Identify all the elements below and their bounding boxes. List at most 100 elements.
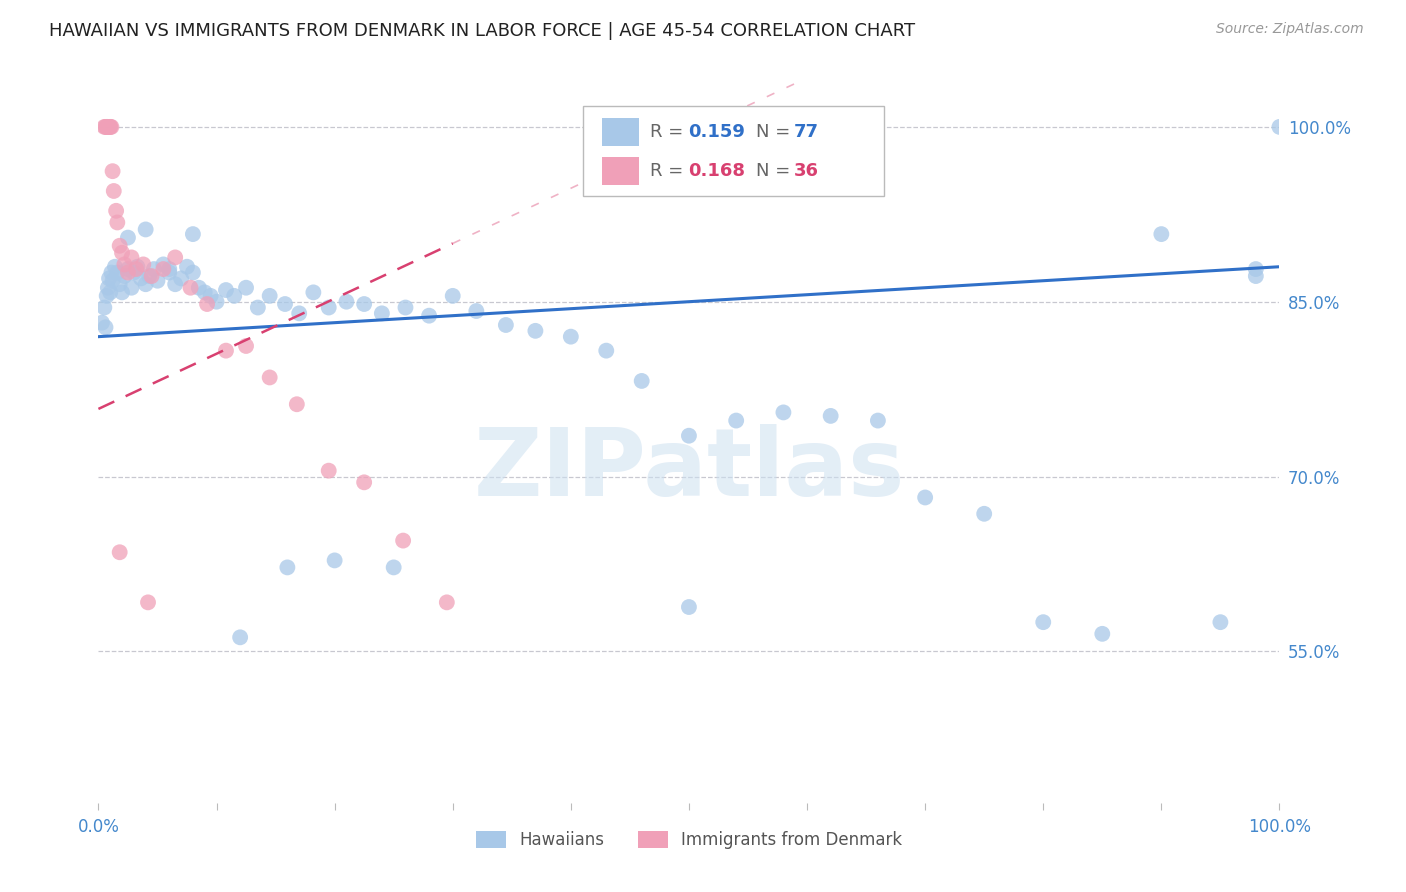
Text: 36: 36 <box>794 162 820 180</box>
Point <box>98 285 121 300</box>
Point <box>135 277 157 292</box>
Point <box>318 301 340 315</box>
Point <box>194 285 217 300</box>
Point <box>678 428 700 442</box>
Point <box>165 277 187 292</box>
Point <box>132 257 155 271</box>
Point <box>100 266 122 280</box>
Point <box>394 301 416 315</box>
Point <box>101 164 124 178</box>
Point <box>288 306 311 320</box>
Point <box>285 397 308 411</box>
Point <box>1268 120 1291 134</box>
Point <box>302 285 325 300</box>
Point <box>108 545 131 559</box>
Point <box>165 251 187 265</box>
Point <box>1150 227 1173 241</box>
Point <box>630 374 652 388</box>
Point <box>215 283 238 297</box>
Point <box>678 600 700 615</box>
FancyBboxPatch shape <box>602 118 640 145</box>
Point <box>1244 268 1267 283</box>
Point <box>157 266 180 280</box>
Point <box>117 230 139 244</box>
Point <box>215 343 238 358</box>
Point <box>101 274 124 288</box>
Text: 0.168: 0.168 <box>688 162 745 180</box>
Point <box>105 203 128 218</box>
Point <box>97 120 120 134</box>
Point <box>180 281 202 295</box>
Point <box>117 262 139 277</box>
Point <box>112 268 135 283</box>
Point <box>97 281 120 295</box>
Text: ZIPatlas: ZIPatlas <box>474 425 904 516</box>
Point <box>98 120 121 134</box>
Point <box>121 281 143 295</box>
FancyBboxPatch shape <box>582 105 884 196</box>
Point <box>235 281 257 295</box>
Point <box>121 251 143 265</box>
Point <box>122 266 145 280</box>
Point <box>235 339 257 353</box>
Point <box>170 271 193 285</box>
Point <box>111 245 134 260</box>
Text: 77: 77 <box>794 123 820 141</box>
Point <box>141 268 163 283</box>
Point <box>100 120 122 134</box>
Point <box>96 289 118 303</box>
Text: 0.159: 0.159 <box>688 123 745 141</box>
Point <box>246 301 269 315</box>
Point <box>93 120 115 134</box>
Point <box>94 120 117 134</box>
Point <box>181 266 204 280</box>
Point <box>152 257 174 271</box>
Point <box>259 289 281 303</box>
Point <box>105 215 128 229</box>
Point <box>205 294 228 309</box>
Point <box>418 309 440 323</box>
Point <box>318 464 340 478</box>
Point <box>335 294 357 309</box>
Legend: Hawaiians, Immigrants from Denmark: Hawaiians, Immigrants from Denmark <box>470 824 908 856</box>
Point <box>94 320 117 334</box>
Point <box>104 260 127 274</box>
Point <box>441 289 464 303</box>
Point <box>1032 615 1054 630</box>
Point <box>129 271 152 285</box>
Point <box>93 301 115 315</box>
Text: HAWAIIAN VS IMMIGRANTS FROM DENMARK IN LABOR FORCE | AGE 45-54 CORRELATION CHART: HAWAIIAN VS IMMIGRANTS FROM DENMARK IN L… <box>49 22 915 40</box>
Text: R =: R = <box>650 162 689 180</box>
Text: N =: N = <box>756 123 796 141</box>
Point <box>595 343 617 358</box>
Point <box>200 289 222 303</box>
Point <box>152 262 174 277</box>
Point <box>274 297 297 311</box>
Point <box>142 262 165 277</box>
Point <box>105 266 128 280</box>
Point <box>725 413 748 427</box>
Point <box>146 274 169 288</box>
Point <box>98 120 121 134</box>
Point <box>91 316 114 330</box>
Point <box>111 285 134 300</box>
Point <box>98 120 121 134</box>
Point <box>125 262 148 277</box>
Point <box>138 268 160 283</box>
Point <box>866 413 889 427</box>
Point <box>560 329 582 343</box>
Text: R =: R = <box>650 123 689 141</box>
Point <box>103 184 125 198</box>
Point <box>108 239 131 253</box>
Point <box>323 553 346 567</box>
Point <box>135 222 157 236</box>
Point <box>1209 615 1232 630</box>
Point <box>127 260 149 274</box>
Point <box>136 595 159 609</box>
Text: Source: ZipAtlas.com: Source: ZipAtlas.com <box>1216 22 1364 37</box>
Point <box>224 289 246 303</box>
Point <box>108 277 131 292</box>
Point <box>1244 262 1267 277</box>
Point <box>195 297 218 311</box>
Point <box>465 304 488 318</box>
